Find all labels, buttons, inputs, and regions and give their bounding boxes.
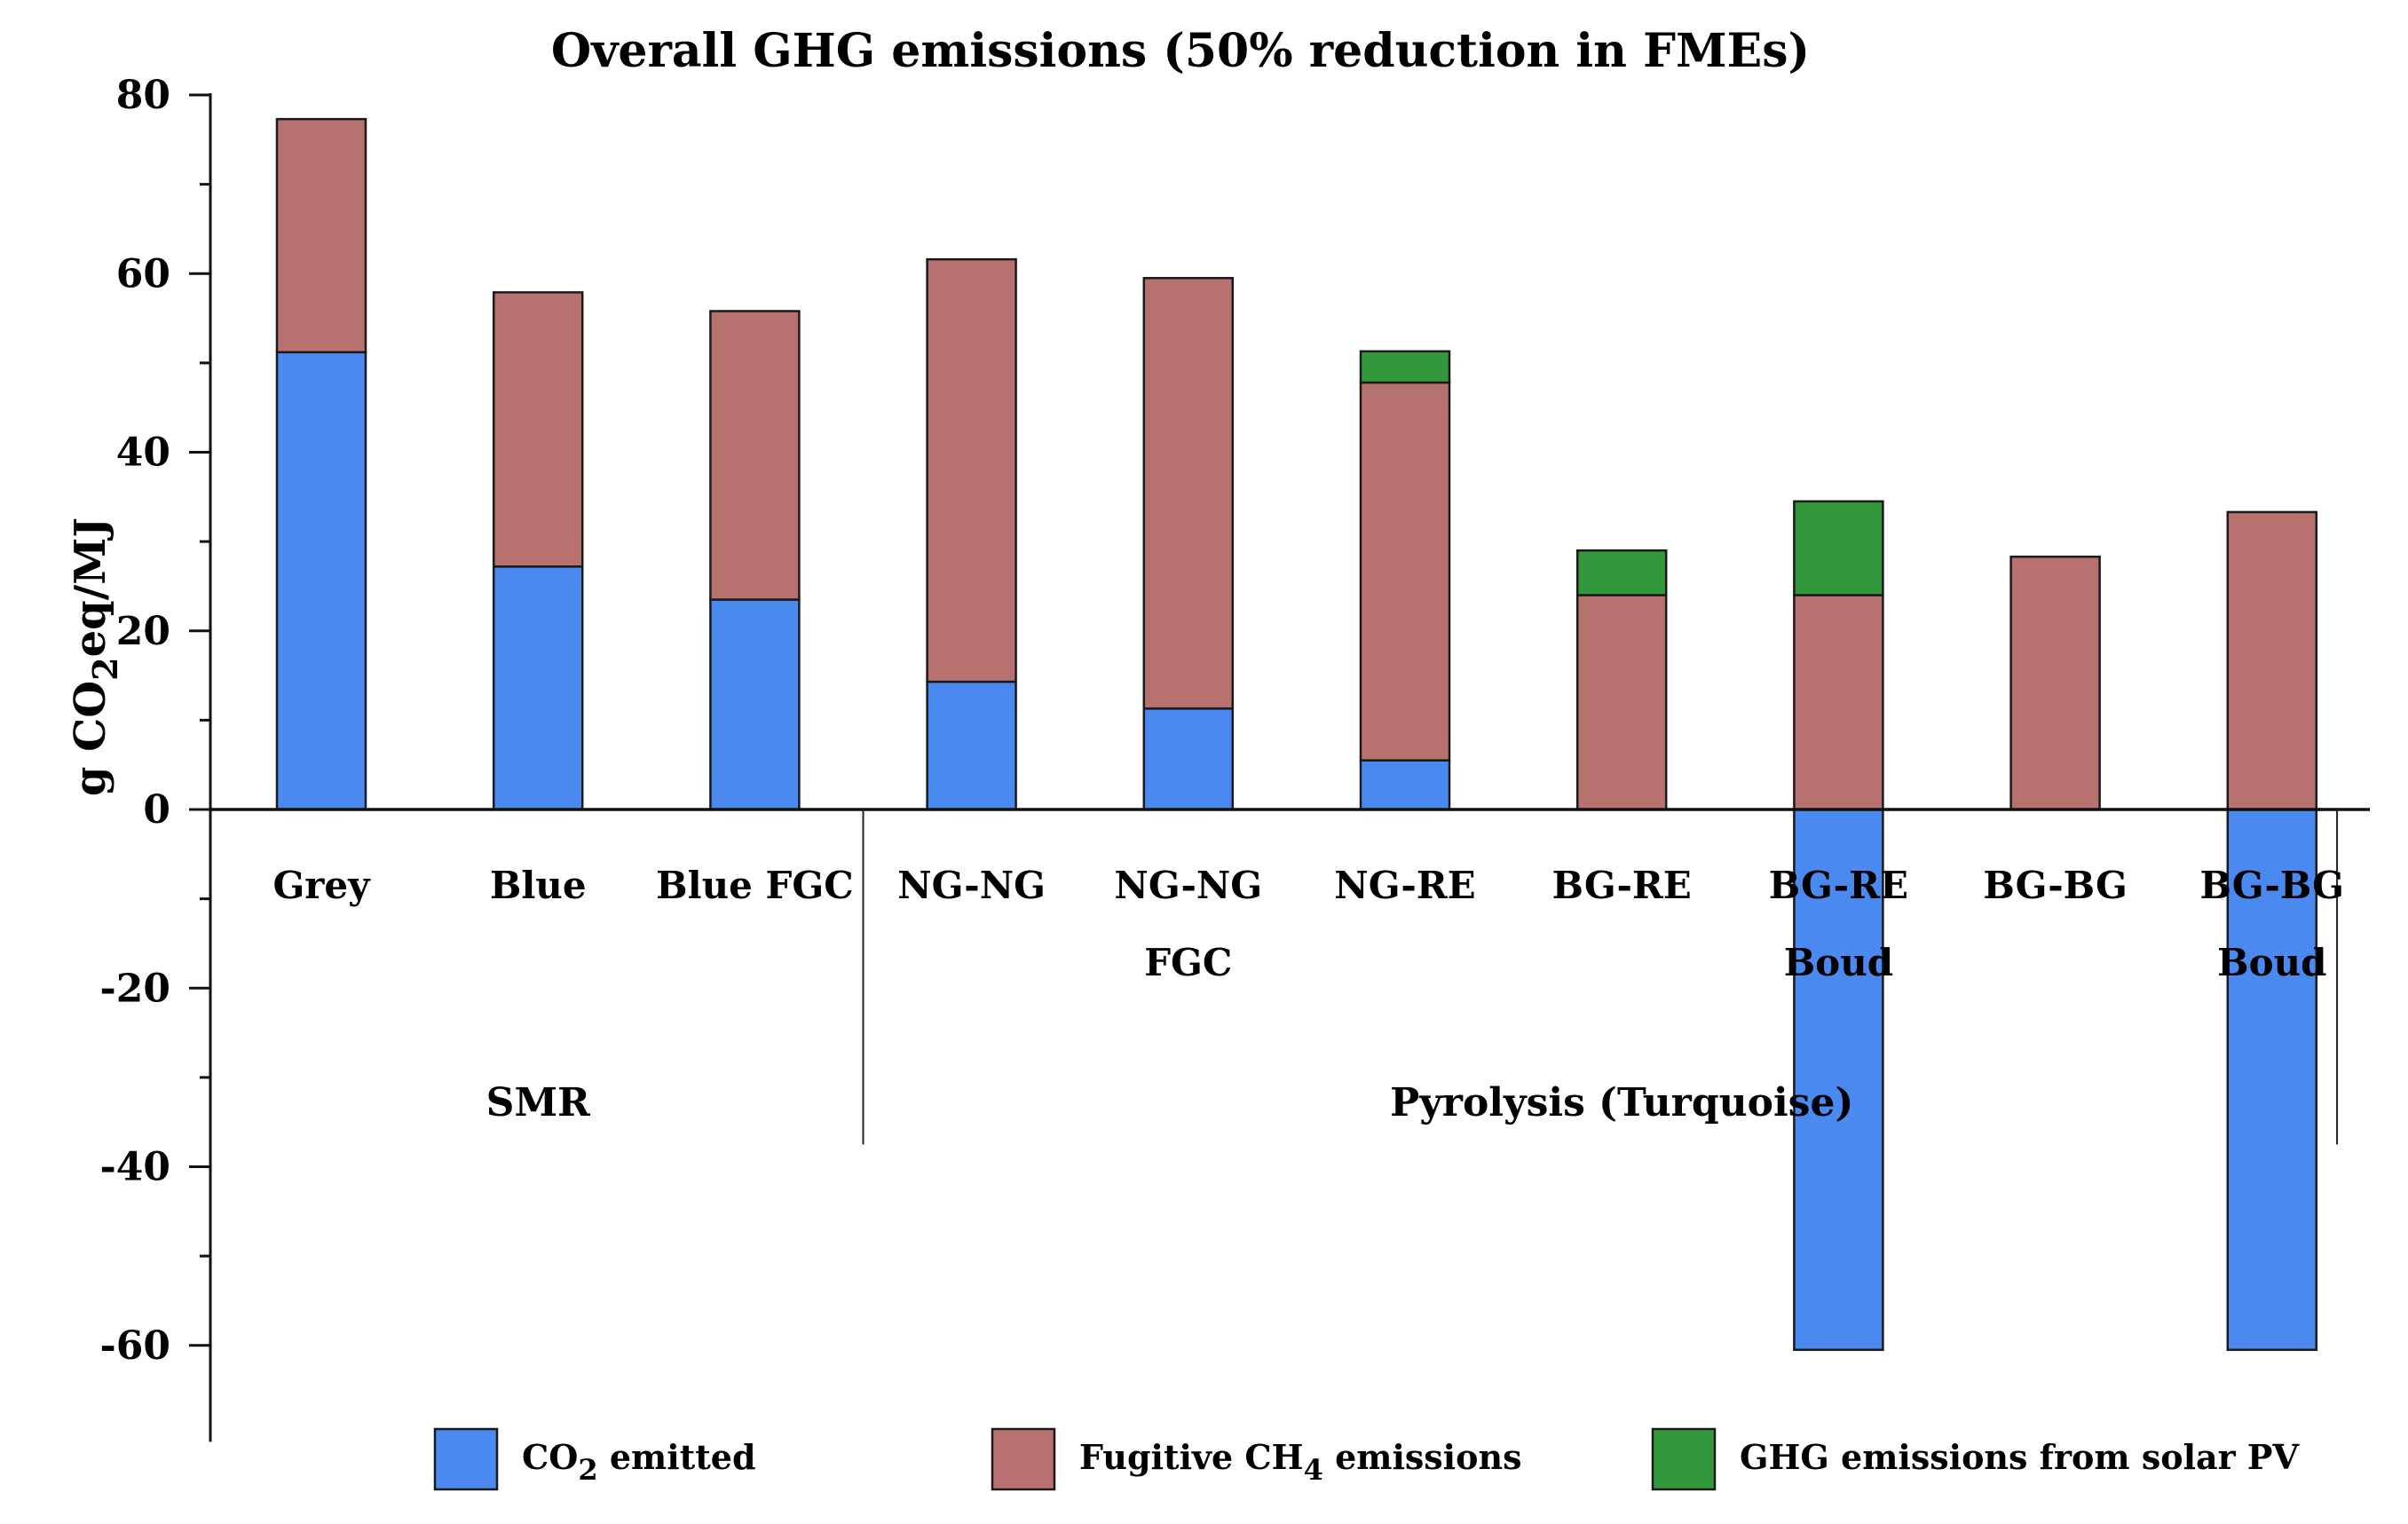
legend-label-2: GHG emissions from solar PV xyxy=(1740,1437,2300,1477)
group-label: SMR xyxy=(486,1080,590,1125)
category-label: NG-RE xyxy=(1334,864,1475,907)
bar-ng-re-series-1 xyxy=(1359,381,1451,762)
category-labels: Grey Blue Blue FGC NG-NG NG-NG FGC NG-RE BG-RE B… xyxy=(272,864,2344,984)
category-label: BG-RE xyxy=(1769,864,1908,907)
bar-grey-series-1 xyxy=(275,117,367,354)
category-label: Boud xyxy=(2217,941,2326,984)
bar-blue-fgc-series-1 xyxy=(709,310,801,601)
bar-bg-re-boud-series-0 xyxy=(1793,808,1884,1352)
y-axis-label: g CO2eq/MJ xyxy=(66,517,125,796)
bar-bg-bg-boud-series-0 xyxy=(2226,808,2318,1352)
bar-grey-series-0 xyxy=(275,351,367,811)
bars xyxy=(275,117,2318,1352)
category-label: NG-NG xyxy=(897,864,1046,907)
y-tick-label: 80 xyxy=(116,73,170,118)
category-label: Blue FGC xyxy=(656,864,853,907)
category-label: BG-RE xyxy=(1552,864,1692,907)
legend-label-0: CO2 emitted xyxy=(522,1437,756,1487)
bar-ng-re-series-2 xyxy=(1359,350,1451,384)
bar-ng-ng-series-1 xyxy=(926,257,1017,683)
y-tick-label: 20 xyxy=(116,609,170,654)
bar-blue-series-1 xyxy=(492,291,584,568)
bar-ng-re-series-0 xyxy=(1359,759,1451,811)
legend-swatch-2 xyxy=(1651,1427,1717,1491)
y-tick-label: -60 xyxy=(100,1323,171,1369)
bar-bg-re-boud-series-2 xyxy=(1793,500,1884,596)
bar-bg-bg-boud-series-1 xyxy=(2226,510,2318,811)
category-label: Grey xyxy=(272,864,371,907)
bar-bg-re-series-1 xyxy=(1575,594,1668,811)
bar-ng-ng-fgc-series-0 xyxy=(1142,707,1235,811)
y-tick-label: 40 xyxy=(116,430,170,476)
legend: CO2 emitted Fugitive CH4 emissions GHG emi… xyxy=(433,1427,2300,1491)
bar-ng-ng-series-0 xyxy=(926,680,1017,811)
category-label: Blue xyxy=(490,864,587,907)
y-tick-label: 60 xyxy=(116,251,170,296)
group-labels: SMR Pyrolysis (Turquoise) xyxy=(486,1080,1854,1125)
y-tick-label: -20 xyxy=(100,966,171,1011)
bar-blue-fgc-series-0 xyxy=(709,598,801,811)
bar-bg-re-series-2 xyxy=(1575,549,1668,596)
legend-label-1: Fugitive CH4 emissions xyxy=(1079,1437,1521,1487)
axes: 80 60 40 20 0 -20 -40 -60 xyxy=(100,73,2370,1442)
bar-ng-ng-fgc-series-1 xyxy=(1142,277,1235,710)
bar-bg-re-boud-series-1 xyxy=(1793,594,1884,811)
category-label: BG-BG xyxy=(1983,864,2128,907)
bar-blue-series-0 xyxy=(492,565,584,811)
category-label: FGC xyxy=(1144,941,1232,984)
chart-title: Overall GHG emissions (50% reduction in … xyxy=(551,24,1810,78)
group-label: Pyrolysis (Turquoise) xyxy=(1390,1080,1853,1125)
category-label: BG-BG xyxy=(2200,864,2345,907)
bar-bg-bg-series-1 xyxy=(2009,555,2101,811)
category-label: Boud xyxy=(1784,941,1893,984)
y-tick-label: 0 xyxy=(143,787,170,833)
legend-swatch-1 xyxy=(991,1427,1056,1491)
category-label: NG-NG xyxy=(1114,864,1262,907)
legend-swatch-0 xyxy=(433,1427,499,1491)
y-tick-label: -40 xyxy=(100,1145,171,1190)
